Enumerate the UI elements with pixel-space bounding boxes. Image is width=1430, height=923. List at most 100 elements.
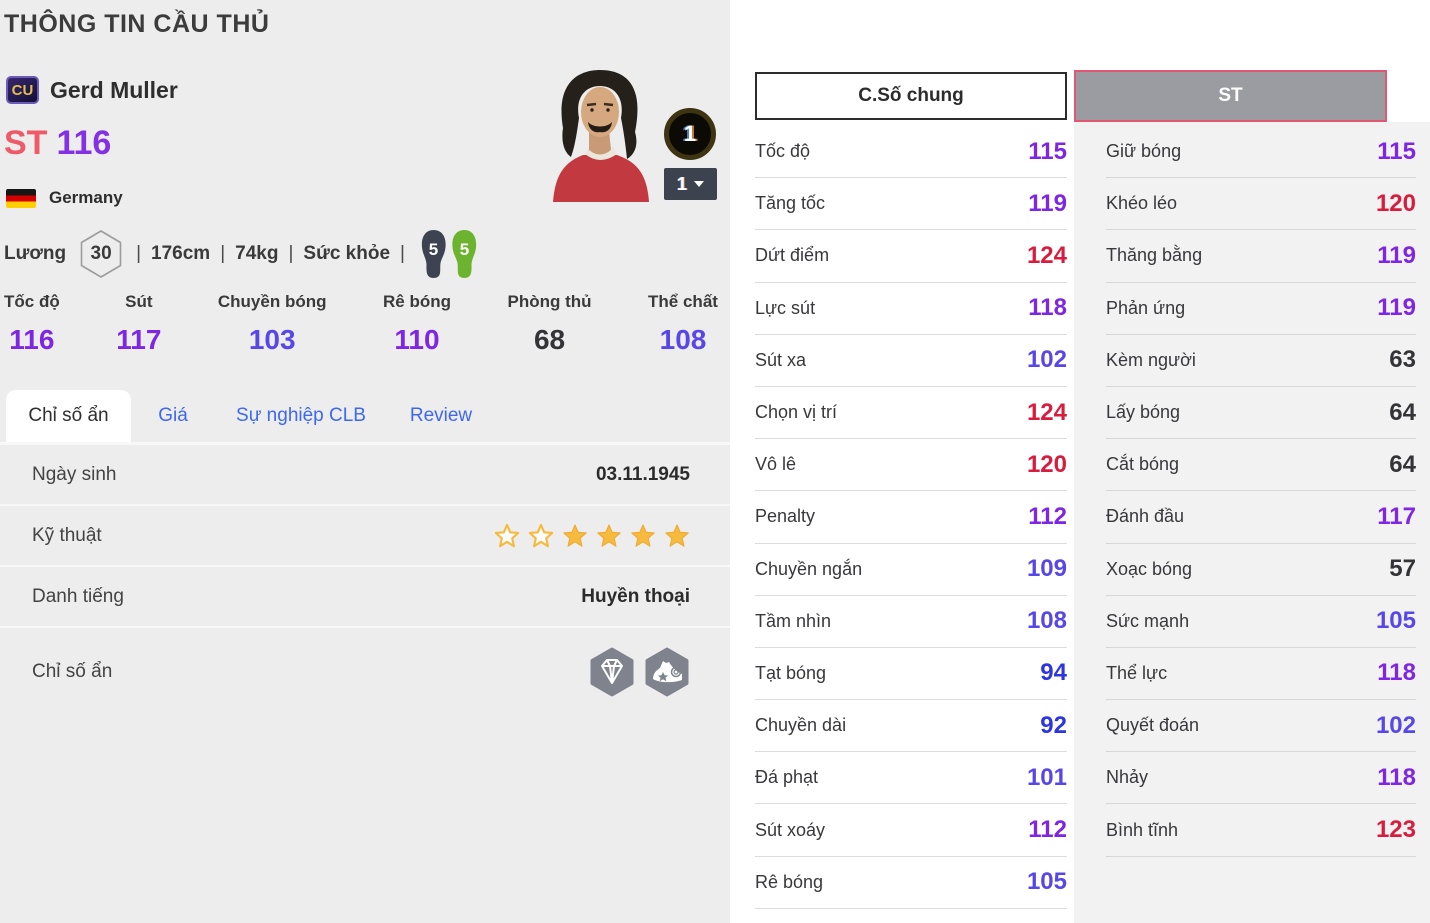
- star-icon: [528, 523, 554, 547]
- nationality-row: Germany: [6, 188, 123, 208]
- detail-row: Danh tiếng Huyền thoại: [0, 567, 730, 628]
- stat-value: 119: [1377, 294, 1416, 322]
- stat-label: Dứt điểm: [755, 245, 830, 266]
- player-name-row: CU Gerd Muller: [6, 76, 178, 104]
- stat-label: Rê bóng: [755, 871, 824, 892]
- stat-label: Sức mạnh: [1106, 610, 1190, 631]
- main-stat-label: Thể chất: [648, 292, 718, 311]
- boot-hex-icon[interactable]: [644, 647, 690, 697]
- health-label: Sức khỏe: [303, 243, 391, 264]
- stat-label: Lấy bóng: [1106, 402, 1181, 423]
- level-dropdown[interactable]: 1: [664, 168, 717, 200]
- main-stat-value: 110: [394, 324, 440, 355]
- position-rating: ST 116: [4, 124, 111, 163]
- main-stat-label: Chuyền bóng: [217, 292, 327, 311]
- general-stats-tab[interactable]: C.Số chung: [755, 72, 1067, 120]
- stat-row: Chuyền ngắn 109: [755, 544, 1067, 596]
- stat-label: Tăng tốc: [755, 193, 826, 214]
- stat-value: 120: [1375, 189, 1416, 217]
- main-stat-item: Chuyền bóng 103: [218, 292, 327, 356]
- tab-review[interactable]: Review: [409, 405, 473, 426]
- stat-value: 120: [1026, 450, 1067, 478]
- stat-value: 117: [1377, 502, 1416, 530]
- tab-price[interactable]: Giá: [158, 405, 188, 426]
- separator: |: [220, 243, 226, 264]
- stat-row: Dứt điểm 124: [755, 230, 1067, 283]
- tab-club-career[interactable]: Sự nghiệp CLB: [236, 405, 366, 426]
- detail-value: [589, 647, 690, 697]
- main-stat-label: Tốc độ: [4, 292, 60, 311]
- stat-row: Rê bóng 105: [755, 857, 1067, 909]
- stat-value: 94: [1040, 659, 1067, 687]
- stat-value: 115: [1377, 137, 1416, 165]
- player-rating: 116: [56, 124, 112, 162]
- main-stat-value: 68: [533, 324, 566, 355]
- main-stat-item: Thể chất 108: [648, 292, 718, 356]
- stat-row: Phản ứng 119: [1106, 283, 1416, 335]
- star-icon: [563, 523, 587, 547]
- player-name: Gerd Muller: [50, 76, 178, 103]
- player-position: ST: [4, 124, 48, 162]
- star-icon: [665, 523, 689, 547]
- star-icon: [631, 523, 655, 547]
- stat-value: 63: [1389, 346, 1416, 374]
- stat-label: Quyết đoán: [1106, 715, 1200, 736]
- stat-row: Penalty 112: [755, 491, 1067, 544]
- stat-label: Đá phạt: [755, 767, 819, 788]
- tab-hidden-stats[interactable]: Chỉ số ẩn: [6, 390, 131, 442]
- main-stat-value: 108: [659, 324, 707, 355]
- stat-label: Xoạc bóng: [1106, 558, 1193, 579]
- stat-row: Tầm nhìn 108: [755, 596, 1067, 648]
- detail-label: Chỉ số ẩn: [32, 661, 113, 682]
- stat-value: 105: [1026, 868, 1067, 896]
- detailed-stats-section: C.Số chung ST Tốc độ 115 Tăng tốc 119 Dứt đi…: [730, 0, 1430, 923]
- detail-row: Chỉ số ẩn: [0, 628, 730, 716]
- stat-row: Tốc độ 115: [755, 126, 1067, 179]
- diamond-hex-icon[interactable]: [589, 647, 635, 697]
- bio-row: Lương 30 | 176cm | 74kg | Sức khỏe | 5 5: [4, 228, 479, 280]
- stat-row: Vô lê 120: [755, 439, 1067, 492]
- salary-label: Lương: [4, 243, 67, 264]
- stat-row: Tăng tốc 119: [755, 178, 1067, 231]
- main-stat-label: Sút: [125, 292, 153, 311]
- chevron-down-icon: [694, 181, 704, 187]
- weight-value: 74kg: [235, 243, 279, 264]
- stat-row: Sức mạnh 105: [1106, 596, 1416, 648]
- card-type-badge: CU: [6, 76, 39, 104]
- stat-label: Giữ bóng: [1106, 141, 1182, 162]
- stat-row: Giữ bóng 115: [1106, 126, 1416, 179]
- stat-label: Đánh đầu: [1106, 506, 1185, 527]
- main-stat-value: 116: [9, 324, 55, 355]
- stat-row: Thăng bằng 119: [1106, 230, 1416, 283]
- stat-value: 102: [1026, 346, 1067, 374]
- detail-label: Ngày sinh: [32, 463, 117, 485]
- level-dropdown-value: 1: [676, 173, 687, 194]
- separator: |: [400, 243, 405, 264]
- stat-row: Đánh đầu 117: [1106, 491, 1416, 544]
- stat-label: Chuyền dài: [755, 715, 847, 736]
- level-badge-value: 1: [683, 121, 697, 146]
- main-stat-item: Sút 117: [116, 292, 161, 356]
- main-stat-item: Tốc độ 116: [4, 292, 60, 356]
- player-summary-section: THÔNG TIN CẦU THỦ CU Gerd Muller ST 116 …: [0, 0, 730, 923]
- stat-value: 92: [1040, 711, 1067, 739]
- stat-row: Sút xa 102: [755, 335, 1067, 387]
- stat-label: Sút xoáy: [755, 819, 826, 840]
- stat-value: 118: [1377, 659, 1416, 687]
- player-photo: [553, 70, 649, 202]
- st-stats-tab[interactable]: ST: [1074, 70, 1387, 122]
- stat-value: 118: [1377, 763, 1416, 791]
- detail-value: Huyền thoại: [581, 585, 690, 607]
- germany-flag-icon: [6, 188, 36, 208]
- stat-row: Lấy bóng 64: [1106, 387, 1416, 440]
- main-stats: Tốc độ 116 Sút 117 Chuyền bóng 103 Rê bóng 110 P…: [0, 292, 722, 356]
- stat-value: 57: [1389, 555, 1416, 583]
- stat-label: Khéo léo: [1106, 193, 1178, 214]
- stat-label: Vô lê: [755, 454, 797, 475]
- detail-label: Kỹ thuật: [32, 524, 102, 546]
- tab-bar: Chỉ số ẩn Giá Sự nghiệp CLB Review: [0, 390, 730, 442]
- main-stat-label: Rê bóng: [383, 292, 451, 311]
- stat-value: 64: [1389, 450, 1416, 478]
- stat-value: 109: [1026, 555, 1067, 583]
- stat-label: Phản ứng: [1106, 297, 1186, 318]
